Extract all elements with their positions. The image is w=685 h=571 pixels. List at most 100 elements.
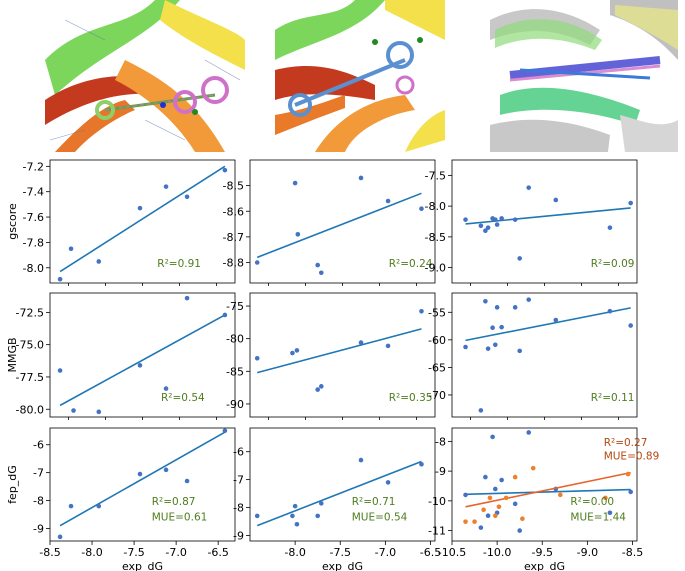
data-point xyxy=(499,216,504,221)
data-point xyxy=(512,305,518,310)
x-tick-label: -8.5 xyxy=(622,546,643,559)
data-point xyxy=(184,295,190,301)
data-point xyxy=(222,312,228,318)
data-point xyxy=(419,461,424,467)
y-tick-label: -77.5 xyxy=(16,371,44,384)
data-point xyxy=(290,350,295,356)
data-point xyxy=(57,368,63,373)
y-tick-label: -80.0 xyxy=(16,403,44,416)
data-point xyxy=(137,363,143,368)
structure-image-3 xyxy=(490,0,678,152)
r-squared-label: R²=0.11 xyxy=(591,392,635,404)
data-point xyxy=(315,513,320,519)
data-point xyxy=(499,324,504,330)
data-point xyxy=(358,457,364,463)
y-tick-label: -10 xyxy=(428,495,446,508)
data-point-orange xyxy=(503,495,509,501)
y-tick-label: -7.6 xyxy=(23,211,44,224)
data-point xyxy=(517,528,522,533)
data-point xyxy=(163,386,169,391)
y-tick-label: -7 xyxy=(33,467,44,480)
data-point-orange xyxy=(520,516,525,521)
protein-overlay-ensemble-icon xyxy=(490,0,678,152)
data-point xyxy=(68,246,74,252)
data-point xyxy=(57,276,63,282)
fit-line xyxy=(465,207,631,225)
fit-line xyxy=(256,460,422,527)
y-tick-label: -75 xyxy=(226,300,244,313)
data-point xyxy=(96,259,102,264)
y-tick-label: -85 xyxy=(226,365,244,378)
data-point xyxy=(493,342,498,348)
data-point xyxy=(607,308,613,314)
data-point xyxy=(315,387,320,392)
y-tick-label: -9 xyxy=(435,465,446,478)
y-tick-label: -7.2 xyxy=(23,160,44,173)
y-axis-label: MMGB xyxy=(6,337,19,372)
data-point xyxy=(57,534,63,540)
r-squared-label: R²=0.54 xyxy=(161,392,205,404)
data-point xyxy=(628,323,633,328)
x-tick-label: -6.5 xyxy=(420,546,441,559)
y-tick-label: -9 xyxy=(233,529,244,542)
y-tick-label: -8.5 xyxy=(425,231,446,244)
data-point-orange xyxy=(603,495,608,501)
data-point xyxy=(137,471,143,477)
data-point xyxy=(512,217,518,222)
data-point xyxy=(385,198,391,204)
y-tick-label: -90 xyxy=(226,398,244,411)
data-point xyxy=(292,180,298,186)
data-point-orange xyxy=(625,471,631,477)
data-point xyxy=(315,262,320,268)
data-point xyxy=(607,225,613,230)
data-point xyxy=(517,348,522,354)
y-tick-label: -80 xyxy=(226,333,244,346)
data-point xyxy=(628,200,633,206)
data-point xyxy=(71,408,76,413)
y-tick-label: -9 xyxy=(33,522,44,535)
r-squared-label: R²=0.27 xyxy=(604,437,648,449)
r-squared-label: R²=0.24 xyxy=(389,258,433,270)
r-squared-label: R²=0.71 xyxy=(352,496,396,508)
mue-label: MUE=0.89 xyxy=(604,451,660,463)
data-point xyxy=(318,384,324,389)
y-axis-label: gscore xyxy=(6,203,19,240)
y-tick-label: -55 xyxy=(428,306,446,319)
data-point xyxy=(419,206,424,211)
data-point xyxy=(184,478,190,484)
data-point xyxy=(358,175,364,181)
y-tick-label: -7.5 xyxy=(425,169,446,182)
data-point xyxy=(607,510,613,516)
x-axis-label: exp_dG xyxy=(122,560,163,571)
y-tick-label: -8 xyxy=(233,502,244,515)
plot-frame xyxy=(49,292,236,418)
data-point xyxy=(358,340,364,345)
data-point xyxy=(494,305,500,310)
plot-frame xyxy=(451,427,638,542)
x-tick-label: -8.0 xyxy=(81,546,102,559)
data-point xyxy=(493,486,498,492)
data-point xyxy=(512,501,518,507)
data-point xyxy=(254,355,260,361)
data-point-orange xyxy=(481,507,486,513)
data-point-orange xyxy=(472,519,477,524)
data-point-orange xyxy=(493,513,498,519)
x-tick-label: -8.5 xyxy=(39,546,60,559)
fit-line xyxy=(465,488,631,496)
y-tick-label: -7.4 xyxy=(23,186,44,199)
data-point xyxy=(318,270,324,276)
fit-line xyxy=(59,431,226,527)
data-point xyxy=(463,492,468,498)
x-tick-label: -9.0 xyxy=(577,546,598,559)
fit-line-orange xyxy=(465,471,631,508)
data-point xyxy=(254,260,260,265)
y-tick-label: -75.0 xyxy=(16,339,44,352)
data-point-orange xyxy=(487,495,493,501)
data-point xyxy=(553,197,559,203)
x-axis-label: exp_dG xyxy=(524,560,565,571)
data-point xyxy=(493,217,498,222)
data-point xyxy=(222,167,228,173)
structure-image-1 xyxy=(45,0,245,152)
r-squared-label: R²=0.87 xyxy=(152,496,196,508)
data-point xyxy=(628,489,633,495)
